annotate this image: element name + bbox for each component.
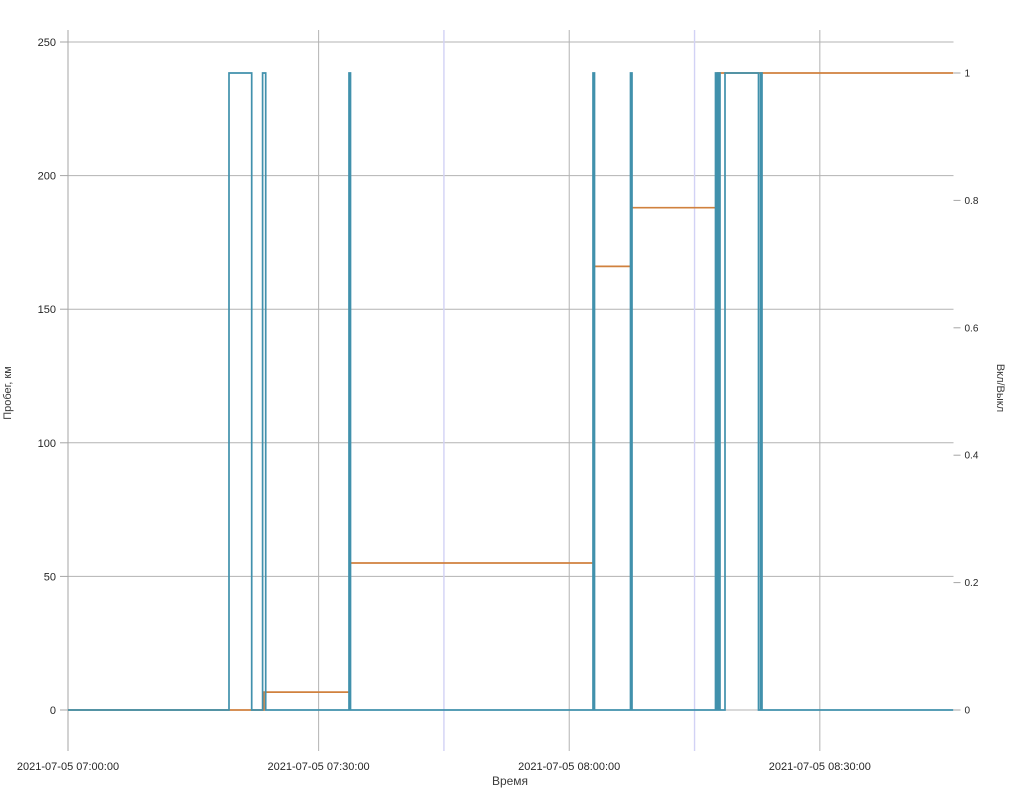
y-right-tick-label: 0 bbox=[965, 706, 971, 717]
gridlines-layer bbox=[67, 30, 954, 751]
y-left-tick-label: 50 bbox=[44, 571, 56, 583]
y-left-tick-label: 0 bbox=[50, 705, 56, 717]
y-left-tick-label: 250 bbox=[38, 37, 56, 49]
y-right-tick-label: 1 bbox=[965, 69, 971, 80]
series-layer bbox=[68, 72, 954, 711]
y-left-axis-title: Пробег, км bbox=[2, 366, 14, 420]
x-tick-label: 2021-07-05 08:00:00 bbox=[518, 761, 620, 773]
mileage-series-path bbox=[68, 72, 954, 711]
x-tick-label: 2021-07-05 07:30:00 bbox=[268, 761, 370, 773]
tick-labels-layer: 0 50 100 150 200 250 0 0.2 0.4 0.6 0.8 1 2021-07-05 … bbox=[17, 37, 979, 773]
y-right-tick-label: 0.4 bbox=[965, 451, 979, 462]
onoff-series-path bbox=[68, 72, 954, 711]
y-left-tick-label: 150 bbox=[38, 304, 56, 316]
x-tick-label: 2021-07-05 07:00:00 bbox=[17, 761, 119, 773]
y-left-tick-label: 100 bbox=[38, 438, 56, 450]
y-right-tick-label: 0.6 bbox=[965, 323, 979, 334]
y-right-tick-label: 0.8 bbox=[965, 196, 979, 207]
x-axis-title: Время bbox=[492, 774, 528, 788]
x-tick-label: 2021-07-05 08:30:00 bbox=[769, 761, 871, 773]
y-right-tick-label: 0.2 bbox=[965, 578, 979, 589]
y-right-axis-title: Вкл/Выкл bbox=[994, 364, 1006, 412]
y-left-tick-label: 200 bbox=[38, 171, 56, 183]
